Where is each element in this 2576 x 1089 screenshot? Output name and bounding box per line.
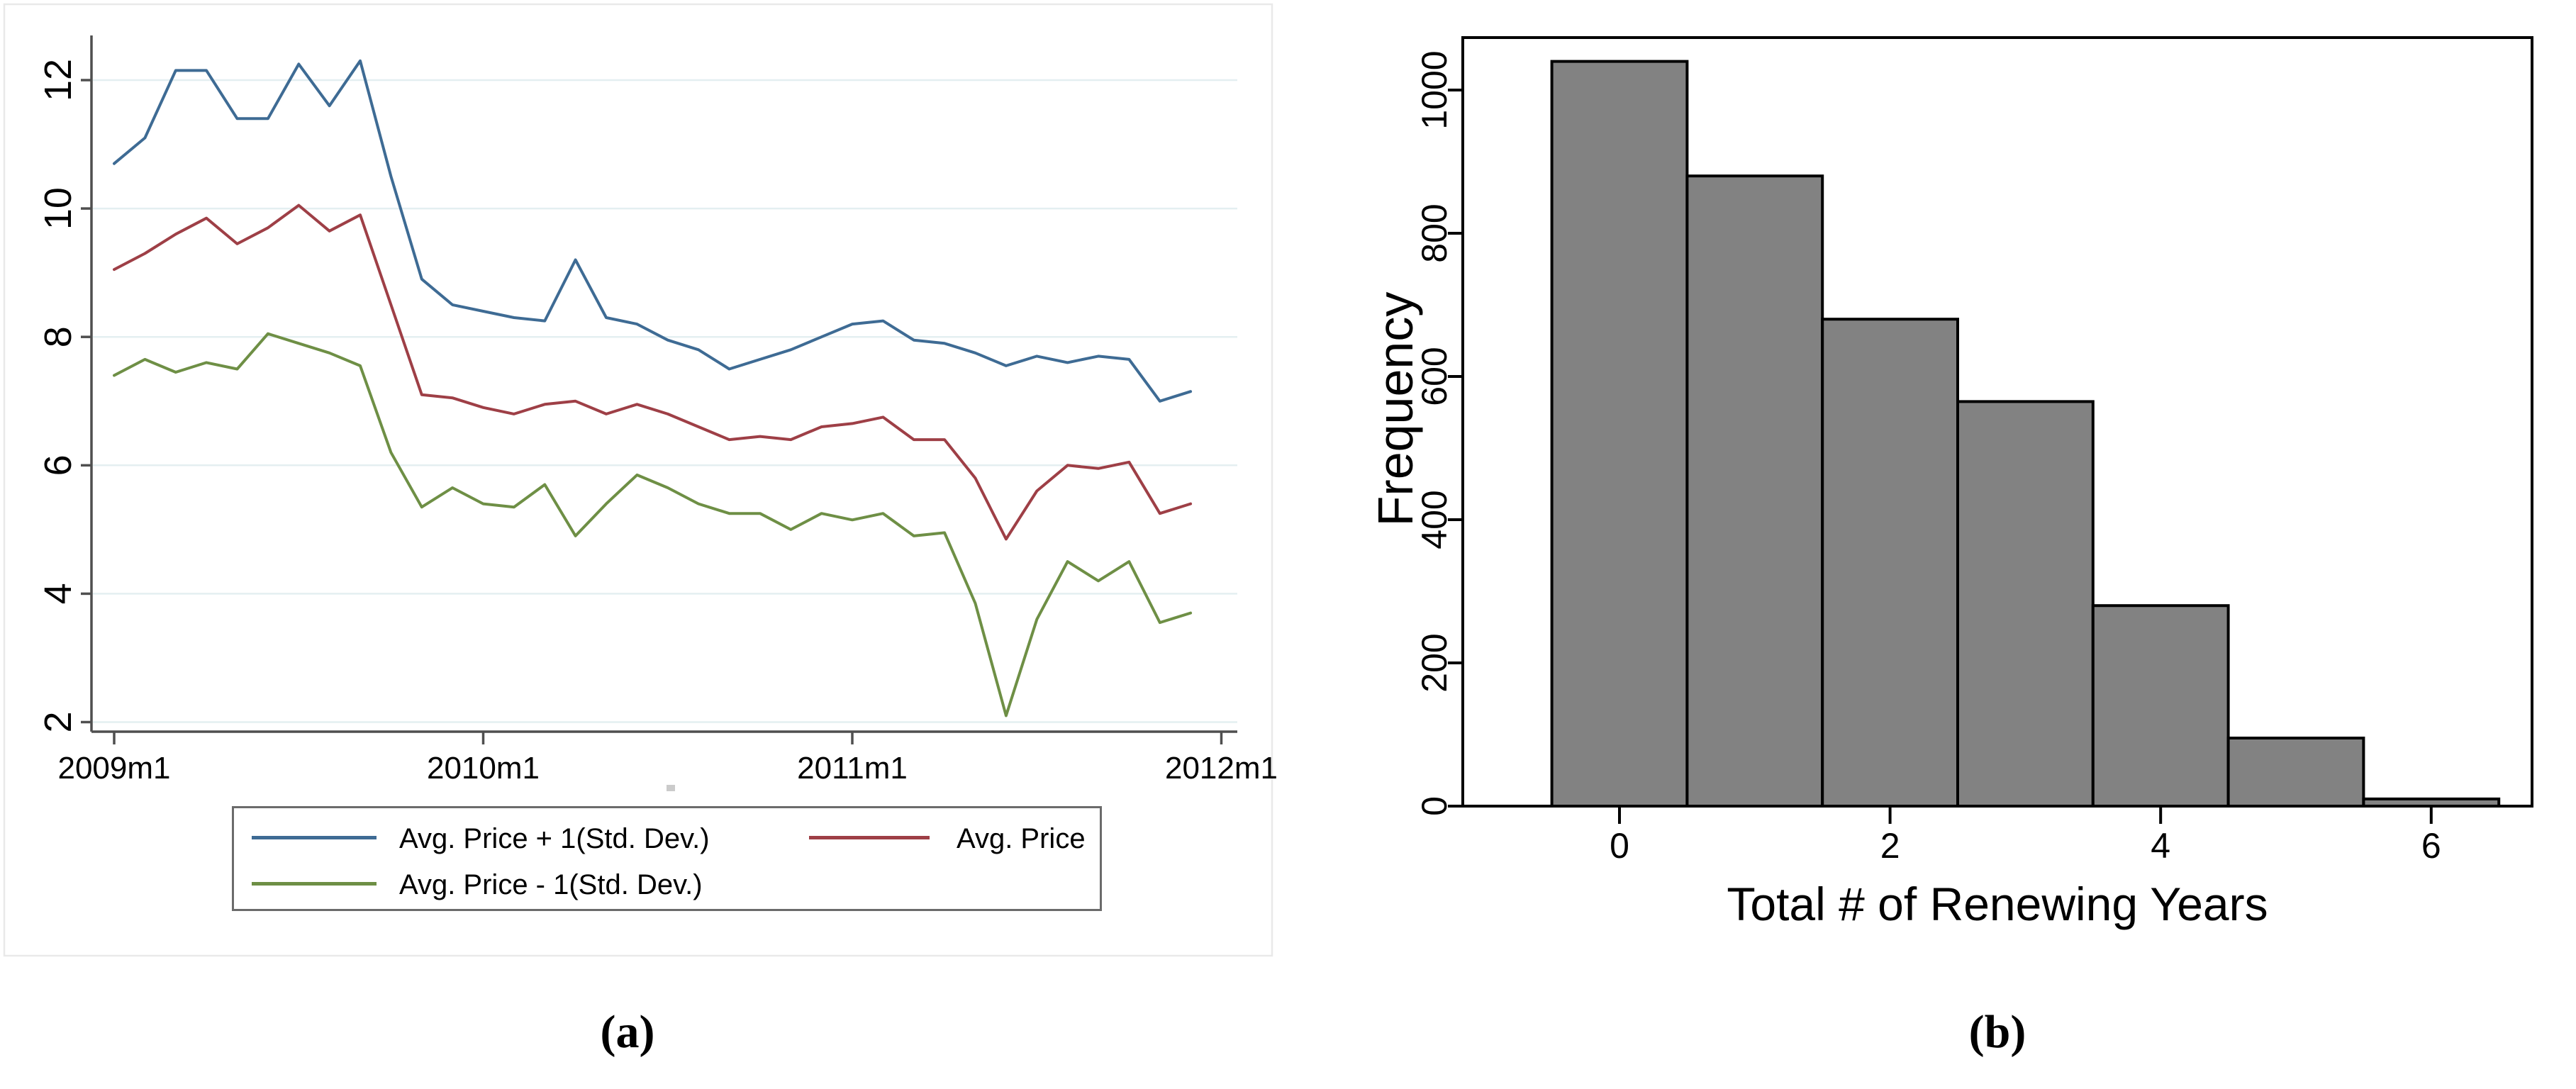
series-line-avg-price-1-std-dev — [113, 59, 1193, 403]
x-tick-label-b-4: 4 — [2151, 826, 2170, 866]
caption-panel-b: (b) — [1968, 1006, 2026, 1058]
x-tick-label-2012m1: 2012m1 — [1165, 751, 1278, 786]
y-tick-label-8: 8 — [37, 326, 79, 347]
caption-panel-a: (a) — [600, 1006, 655, 1058]
histogram-bar-0 — [1550, 60, 1689, 808]
histogram-bar-4 — [2091, 604, 2230, 808]
y-tick-label-b-600: 600 — [1415, 347, 1454, 406]
panel-a-border — [3, 3, 1273, 957]
y-axis-title-frequency: Frequency — [1368, 292, 1423, 527]
histogram-bar-3 — [1956, 400, 2095, 808]
x-tick-label-2010m1: 2010m1 — [427, 751, 540, 786]
legend-box: Avg. Price + 1(Std. Dev.) Avg. Price Avg… — [232, 806, 1102, 911]
y-tick-label-6: 6 — [37, 454, 79, 476]
y-tick-label-12: 12 — [37, 59, 79, 101]
y-tick-label-10: 10 — [37, 187, 79, 230]
histogram-bar-2 — [1821, 318, 1959, 808]
legend-label-avg-price-minus-1-std-dev: Avg. Price - 1(Std. Dev.) — [399, 869, 703, 900]
histogram-bar-5 — [2226, 737, 2365, 808]
legend-swatch-avg-price — [809, 836, 930, 839]
y-tick-label-b-800: 800 — [1415, 203, 1454, 262]
plot-frame-b — [1461, 36, 2533, 808]
y-tick-label-b-0: 0 — [1415, 796, 1454, 816]
scan-artifact-dot — [667, 785, 675, 791]
x-tick-label-b-0: 0 — [1610, 826, 1629, 866]
histogram-bar-1 — [1685, 174, 1824, 808]
y-tick-label-2: 2 — [37, 711, 79, 732]
x-axis-title-renewing-years: Total # of Renewing Years — [1727, 878, 2268, 930]
x-tick-label-2011m1: 2011m1 — [797, 751, 908, 786]
y-tick-label-4: 4 — [37, 583, 79, 604]
y-tick-label-b-400: 400 — [1415, 490, 1454, 549]
legend-label-avg-price-plus-1-std-dev: Avg. Price + 1(Std. Dev.) — [399, 823, 710, 854]
x-tick-label-b-6: 6 — [2421, 826, 2441, 866]
legend-swatch-avg-price-minus-1-std-dev — [252, 882, 377, 886]
series-line-avg-price-1-std-dev — [113, 332, 1193, 717]
x-tick-label-b-2: 2 — [1880, 826, 1900, 866]
series-line-avg-price — [113, 203, 1193, 541]
y-tick-label-b-200: 200 — [1415, 633, 1454, 692]
y-tick-label-b-1000: 1000 — [1415, 50, 1454, 129]
legend-swatch-avg-price-plus-1-std-dev — [252, 836, 377, 839]
legend-label-avg-price: Avg. Price — [957, 823, 1086, 854]
x-tick-label-2009m1: 2009m1 — [57, 751, 170, 786]
